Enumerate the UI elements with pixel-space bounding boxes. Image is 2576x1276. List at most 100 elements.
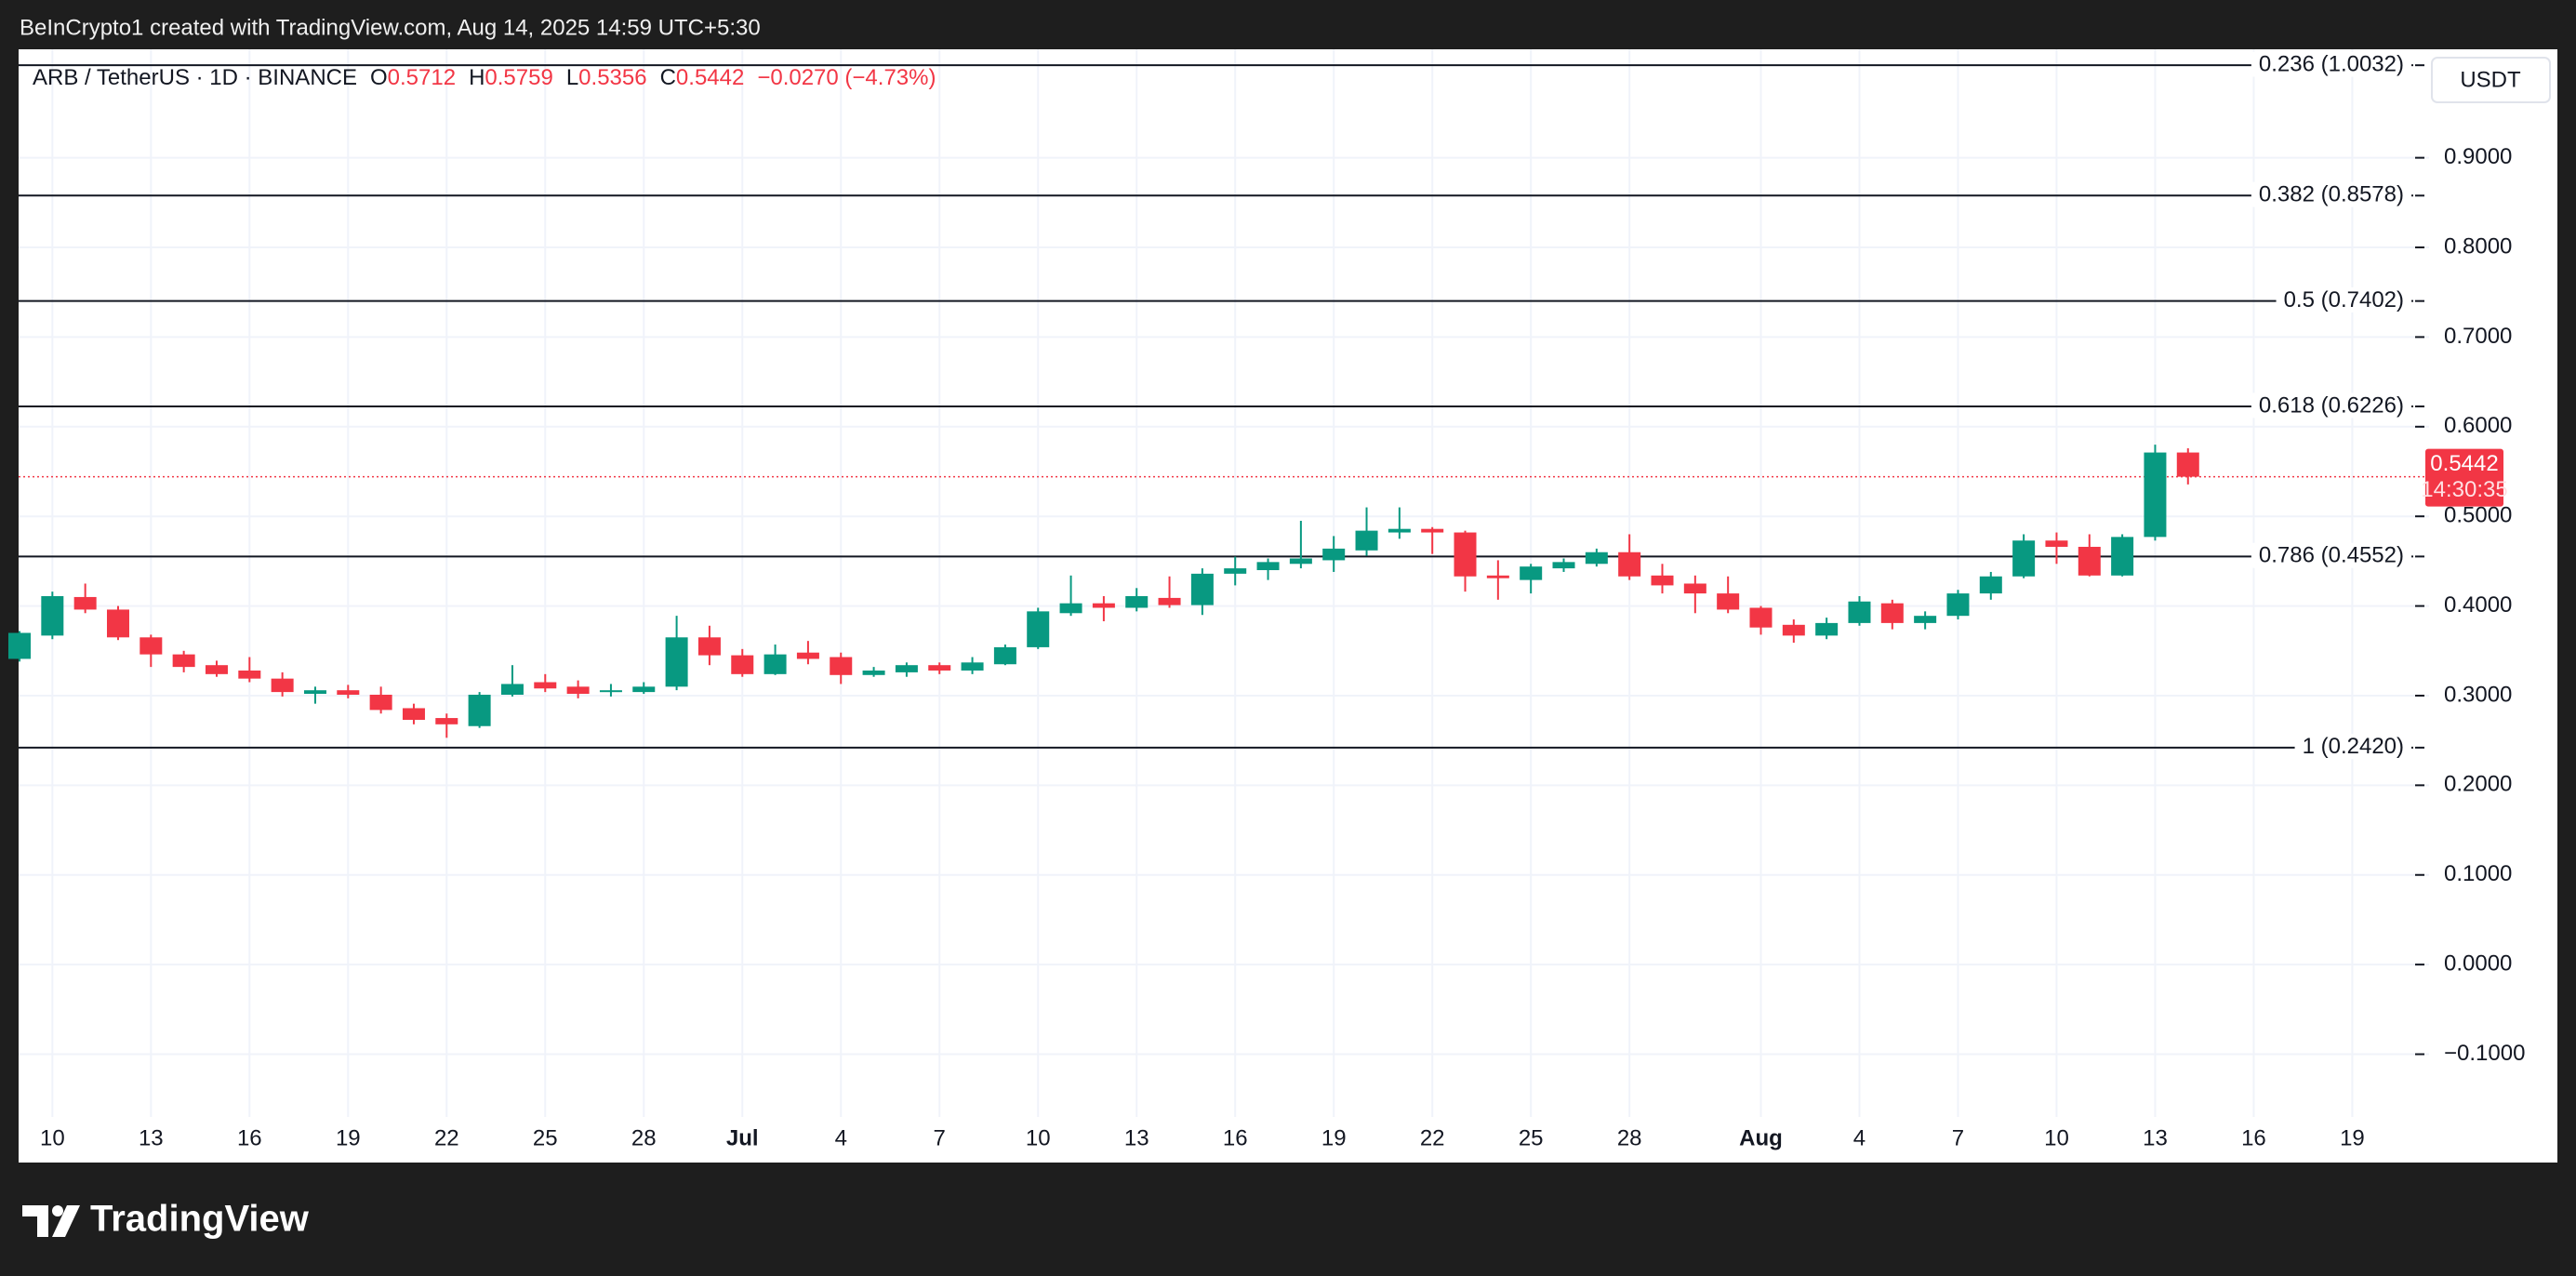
x-tick-label: 25	[533, 1125, 558, 1150]
x-tick-label: 7	[934, 1125, 946, 1150]
candle-body	[1256, 562, 1280, 571]
brand: TradingView	[90, 1199, 310, 1240]
candle-body	[1683, 583, 1706, 594]
candle-body	[468, 695, 491, 726]
price-tag-value: 0.5442	[2430, 451, 2498, 476]
x-tick-label: Aug	[1739, 1125, 1783, 1150]
candle-body	[1486, 575, 1509, 578]
x-tick-label: 16	[2241, 1125, 2266, 1150]
candle-body	[2176, 452, 2199, 477]
symbol-legend: ARB / TetherUS · 1D · BINANCE O0.5712 H0.5…	[33, 65, 936, 90]
y-tick-label: 0.8000	[2444, 233, 2512, 259]
candle-body	[1651, 575, 1674, 586]
candle-body	[1914, 616, 1937, 623]
fib-label: 0.236 (1.0032)	[2259, 52, 2404, 77]
x-tick-label: 22	[434, 1125, 459, 1150]
x-tick-label: 19	[336, 1125, 361, 1150]
ohlc-key: O	[370, 65, 388, 90]
x-tick-label: 28	[631, 1125, 657, 1150]
candle-body	[1289, 558, 1312, 565]
candle-body	[895, 665, 918, 672]
candle-body	[1749, 607, 1773, 628]
candle-body	[534, 682, 557, 689]
x-tick-label: 7	[1952, 1125, 1964, 1150]
x-tick-label: 28	[1617, 1125, 1642, 1150]
candle-body	[1552, 562, 1575, 569]
y-tick-label: 0.0000	[2444, 950, 2512, 976]
fib-label: 0.618 (0.6226)	[2259, 392, 2404, 418]
candle-body	[993, 646, 1016, 665]
candle-body	[731, 655, 754, 674]
candle-body	[2045, 540, 2068, 547]
candle-body	[205, 665, 228, 674]
ohlc-value: 0.5759	[485, 65, 552, 90]
x-tick-label: 13	[139, 1125, 164, 1150]
ohlc-key: C	[660, 65, 676, 90]
candle-body	[1355, 530, 1378, 551]
candle-body	[172, 654, 195, 668]
candle-body	[73, 596, 97, 610]
x-tick-label: 19	[1321, 1125, 1347, 1150]
candle-body	[303, 690, 326, 695]
candle-body	[1158, 597, 1181, 605]
x-tick-label: 13	[1124, 1125, 1149, 1150]
fib-label: 0.786 (0.4552)	[2259, 543, 2404, 568]
candle-body	[500, 684, 524, 696]
candle-body	[238, 670, 261, 679]
symbol: ARB / TetherUS · 1D · BINANCE	[33, 65, 357, 90]
fib-label: 1 (0.2420)	[2303, 734, 2404, 759]
price-tag-countdown: 14:30:35	[2421, 477, 2507, 502]
candle-body	[1946, 593, 1970, 617]
currency-box	[2431, 57, 2551, 103]
ohlc-key: L	[566, 65, 578, 90]
price-tag	[2425, 448, 2503, 507]
candle-body	[2144, 452, 2167, 538]
candle-body	[139, 637, 163, 655]
y-tick-label: 0.6000	[2444, 413, 2512, 438]
fib-label: 0.382 (0.8578)	[2259, 182, 2404, 207]
change: −0.0270 (−4.73%)	[757, 65, 936, 90]
candle-body	[1848, 601, 1871, 623]
candle-body	[862, 670, 885, 675]
ohlc-value: 0.5712	[388, 65, 456, 90]
fib-label-bg	[2294, 734, 2411, 760]
fib-label-bg	[2251, 181, 2411, 207]
candle-body	[1059, 603, 1082, 614]
candle-body	[1815, 622, 1839, 636]
candle-body	[1782, 624, 1805, 636]
fib-label-bg	[2251, 51, 2411, 77]
x-tick-label: 10	[1026, 1125, 1051, 1150]
candle-body	[796, 652, 819, 659]
y-tick-label: 0.1000	[2444, 861, 2512, 886]
candle-body	[697, 637, 721, 656]
candle-body	[1717, 593, 1740, 610]
candle-body	[1421, 528, 1444, 533]
candle-body	[1880, 603, 1904, 623]
candle-body	[1618, 552, 1641, 577]
x-tick-label: 4	[1853, 1125, 1866, 1150]
fib-label: 0.5 (0.7402)	[2284, 287, 2404, 312]
candle-body	[665, 637, 688, 687]
candle-body	[369, 695, 392, 711]
candle-body	[1190, 573, 1214, 605]
candle-body	[764, 654, 787, 674]
y-tick-label: 0.5000	[2444, 503, 2512, 528]
candle-body	[1125, 595, 1149, 608]
candle-body	[830, 657, 853, 675]
fib-label-bg	[2251, 542, 2411, 568]
candle-body	[1322, 548, 1346, 561]
x-tick-label: 13	[2143, 1125, 2168, 1150]
fib-label-bg	[2251, 392, 2411, 419]
x-tick-label: 10	[40, 1125, 65, 1150]
candle-body	[1979, 576, 2002, 594]
credit: BeInCrypto1 created with TradingView.com…	[20, 15, 761, 40]
ohlc-key: H	[469, 65, 485, 90]
candle-body	[566, 686, 590, 695]
x-tick-label: 16	[1223, 1125, 1248, 1150]
x-tick-label: 25	[1519, 1125, 1544, 1150]
x-tick-label: 16	[237, 1125, 262, 1150]
candle-body	[1027, 611, 1050, 647]
candle-body	[928, 665, 951, 671]
x-tick-label: 10	[2044, 1125, 2069, 1150]
